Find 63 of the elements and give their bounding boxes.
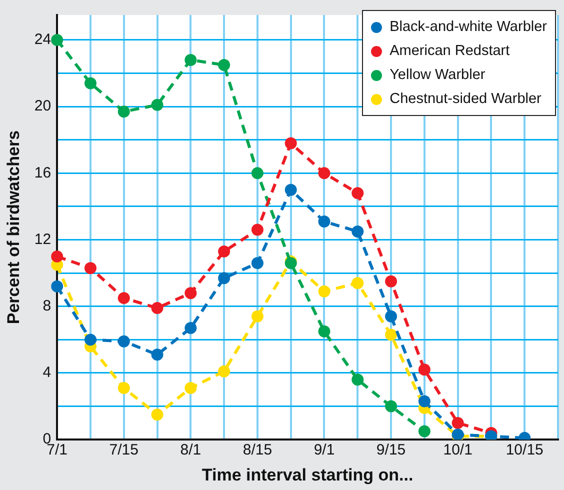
point	[385, 400, 398, 412]
y-tick-label: 16	[34, 164, 52, 182]
point	[418, 425, 430, 438]
x-tick-label: 8/1	[180, 442, 202, 459]
y-tick-label: 12	[34, 230, 52, 248]
x-tick-label: 9/15	[376, 442, 406, 459]
point	[51, 250, 64, 262]
y-axis-title: Percent of birdwatchers	[4, 130, 23, 324]
point	[51, 34, 64, 46]
x-tick-label: 8/15	[242, 442, 272, 459]
point	[151, 348, 164, 361]
point	[284, 184, 297, 196]
point	[251, 167, 264, 180]
point	[352, 225, 364, 238]
point	[118, 335, 130, 348]
point	[385, 328, 398, 341]
point	[352, 374, 364, 386]
x-axis-title: Time interval starting on...	[202, 465, 414, 484]
point	[218, 58, 230, 71]
point	[318, 215, 330, 228]
point	[318, 325, 330, 338]
point	[151, 408, 164, 421]
point	[251, 257, 264, 270]
point	[418, 395, 430, 408]
legend-label: Yellow Warbler	[390, 67, 486, 83]
y-tick-label: 8	[42, 298, 52, 315]
point	[184, 54, 197, 66]
y-tick-label: 20	[34, 98, 52, 115]
point	[251, 224, 264, 236]
point	[218, 245, 230, 258]
point	[284, 137, 297, 150]
x-tick-label: 7/15	[109, 442, 138, 459]
point	[118, 382, 130, 394]
point	[51, 280, 64, 292]
point	[218, 365, 230, 378]
y-tick-label: 24	[34, 31, 52, 48]
point	[184, 322, 197, 334]
x-tick-label: 9/1	[314, 442, 335, 459]
point	[151, 98, 164, 111]
point	[318, 167, 330, 180]
x-tick-label: 10/15	[506, 442, 544, 459]
point	[385, 310, 398, 322]
point	[352, 187, 364, 200]
point	[84, 77, 96, 90]
point	[251, 310, 264, 322]
point	[218, 272, 230, 284]
x-tick-label: 10/1	[443, 442, 472, 459]
point	[318, 285, 330, 298]
point	[118, 292, 130, 304]
point	[184, 382, 197, 394]
point	[84, 262, 96, 274]
legend-label: Chestnut-sided Warbler	[390, 91, 542, 107]
point	[84, 334, 96, 346]
point	[452, 416, 464, 429]
point	[118, 106, 130, 118]
point	[184, 287, 197, 300]
point	[151, 302, 164, 314]
point	[352, 277, 364, 290]
y-tick-label: 4	[42, 364, 52, 382]
point	[418, 364, 430, 376]
legend-label: American Redstart	[390, 43, 510, 59]
legend-label: Black-and-white Warbler	[390, 19, 547, 35]
point	[385, 275, 398, 288]
